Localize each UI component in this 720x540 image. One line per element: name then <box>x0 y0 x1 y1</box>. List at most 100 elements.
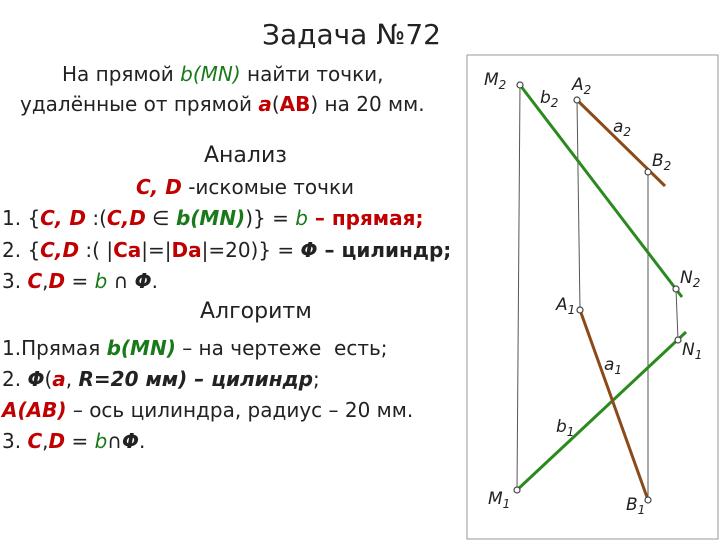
text: C <box>27 429 43 453</box>
point-label: a1 <box>604 355 622 377</box>
text: a <box>258 92 272 116</box>
line-b1 <box>515 330 688 492</box>
line: 3. C,D = b∩Φ. <box>2 429 145 453</box>
label-index: 2 <box>584 83 592 97</box>
text: C,D <box>40 238 80 262</box>
text: b <box>94 269 108 293</box>
point <box>644 496 652 504</box>
text: A(AB) <box>2 398 67 422</box>
point-label: N1 <box>682 340 702 362</box>
point <box>674 336 682 344</box>
link-lines <box>516 84 679 500</box>
text: 2. <box>2 367 28 391</box>
label-index: 1 <box>695 348 703 362</box>
label-name: b <box>540 88 551 108</box>
text: , <box>42 269 49 293</box>
text: D <box>48 429 66 453</box>
text: D <box>48 269 66 293</box>
point-label: b1 <box>556 417 574 439</box>
text: Φ <box>121 429 139 453</box>
text: :( <box>86 206 107 230</box>
text: -искомые точки <box>181 175 355 199</box>
point <box>672 285 680 293</box>
label-name: A <box>555 295 568 315</box>
point <box>573 96 581 104</box>
link-line <box>576 99 581 311</box>
text: R=20 мм) – цилиндр <box>78 367 314 391</box>
label-index: 1 <box>503 497 511 511</box>
line: 1. {C, D :(C,D ∈ b(MN))} = b – прямая; <box>2 206 424 230</box>
text: a <box>52 367 66 391</box>
text: ) на 20 мм. <box>310 92 425 116</box>
text: Φ <box>134 269 152 293</box>
text: ( <box>271 92 280 116</box>
text: AB <box>279 92 311 116</box>
link-line <box>516 84 521 491</box>
text: = <box>65 429 95 453</box>
link-line <box>675 288 679 341</box>
point-label: A1 <box>555 295 575 317</box>
text: . <box>138 429 146 453</box>
text: b(MN) <box>180 62 241 86</box>
point <box>516 81 524 89</box>
text: ( <box>44 367 53 391</box>
point <box>644 168 652 176</box>
line: 3. C,D = b ∩ Φ. <box>2 269 158 293</box>
text: Φ <box>27 367 45 391</box>
line-a1 <box>578 309 650 501</box>
heading: Алгоритм <box>200 299 312 324</box>
text: ; <box>313 367 320 391</box>
text: удалённые от прямой <box>20 92 259 116</box>
task-line: удалённые от прямой a(AB) на 20 мм. <box>20 92 425 116</box>
label-name: M <box>484 70 499 90</box>
point <box>513 486 521 494</box>
text: b <box>94 429 108 453</box>
title: Задача №72 <box>262 18 441 51</box>
frame <box>466 54 719 540</box>
label-index: 1 <box>567 425 575 439</box>
text: – ось цилиндра, радиус – 20 мм. <box>66 398 414 422</box>
text: C,D <box>106 206 146 230</box>
text: C <box>27 269 43 293</box>
point-label: N2 <box>680 268 700 290</box>
line: A(AB) – ось цилиндра, радиус – 20 мм. <box>2 398 413 422</box>
label-name: N <box>680 268 693 288</box>
text: Da <box>171 238 202 262</box>
point-label: b2 <box>540 88 558 110</box>
label-name: b <box>556 417 567 437</box>
line: C, D -искомые точки <box>136 175 354 199</box>
label-index: 2 <box>664 159 672 173</box>
line: 2. Φ(a, R=20 мм) – цилиндр; <box>2 367 320 391</box>
label-name: B <box>626 495 638 515</box>
text: b <box>295 206 308 230</box>
text: 3. <box>2 429 28 453</box>
text: :( | <box>79 238 114 262</box>
label-index: 2 <box>499 78 507 92</box>
line: 2. {C,D :( |Ca|=|Da|=20)} = Φ – цилиндр; <box>2 238 451 262</box>
text: , <box>42 429 49 453</box>
label-name: a <box>604 355 614 375</box>
label-index: 1 <box>638 503 646 517</box>
text: C, D <box>136 175 182 199</box>
label-name: B <box>652 151 664 171</box>
text: , <box>65 367 79 391</box>
label-name: a <box>613 117 623 137</box>
label-index: 1 <box>614 363 622 377</box>
point-label: M2 <box>484 70 506 92</box>
task-line: На прямой b(MN) найти точки, <box>62 62 384 86</box>
text: |=| <box>141 238 172 262</box>
text: ∈ <box>145 206 176 230</box>
heading: Анализ <box>204 143 287 168</box>
text: ∩ <box>107 429 122 453</box>
text: – прямая; <box>307 206 424 230</box>
text: 2. { <box>2 238 41 262</box>
text: )} = <box>245 206 296 230</box>
text: b(MN) <box>175 206 246 230</box>
label-name: M <box>488 489 503 509</box>
text: . <box>151 269 159 293</box>
label-name: A <box>571 75 584 95</box>
text: ∩ <box>107 269 135 293</box>
label-index: 2 <box>551 96 559 110</box>
